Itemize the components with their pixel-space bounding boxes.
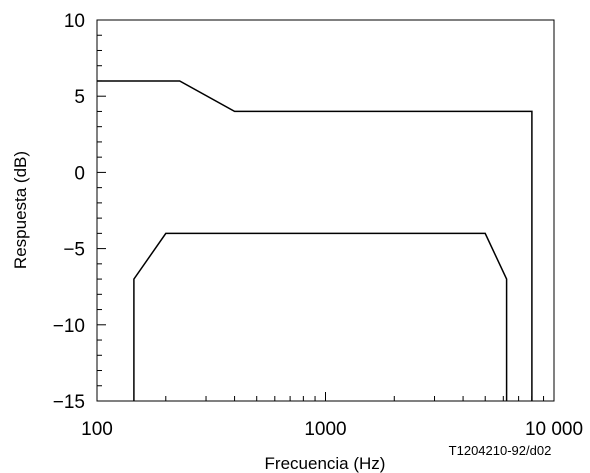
plot-frame — [96, 19, 555, 402]
x-tick-label: 100 — [81, 419, 113, 440]
x-tick-labels: 100 1000 10 000 — [81, 419, 583, 440]
y-tick-label: 10 — [64, 11, 85, 32]
x-tick-label: 10 000 — [525, 419, 583, 440]
y-tick-label: 0 — [74, 163, 85, 184]
figure-code: T1204210-92/d02 — [449, 443, 552, 458]
x-axis-title: Frecuencia (Hz) — [265, 454, 386, 473]
major-ticks — [96, 19, 555, 402]
y-tick-label: 5 — [74, 87, 85, 108]
series-line-1 — [97, 80, 533, 401]
y-tick-label: −10 — [53, 316, 85, 337]
minor-ticks — [97, 34, 545, 401]
y-tick-label: −5 — [63, 240, 85, 261]
y-tick-labels: 10 5 0 −5 −10 −15 — [53, 11, 85, 413]
x-tick-label: 1000 — [304, 419, 346, 440]
y-axis-title: Respuesta (dB) — [11, 151, 30, 269]
y-tick-label: −15 — [53, 392, 85, 413]
series-line-2 — [133, 232, 508, 401]
series-lines — [97, 80, 533, 401]
